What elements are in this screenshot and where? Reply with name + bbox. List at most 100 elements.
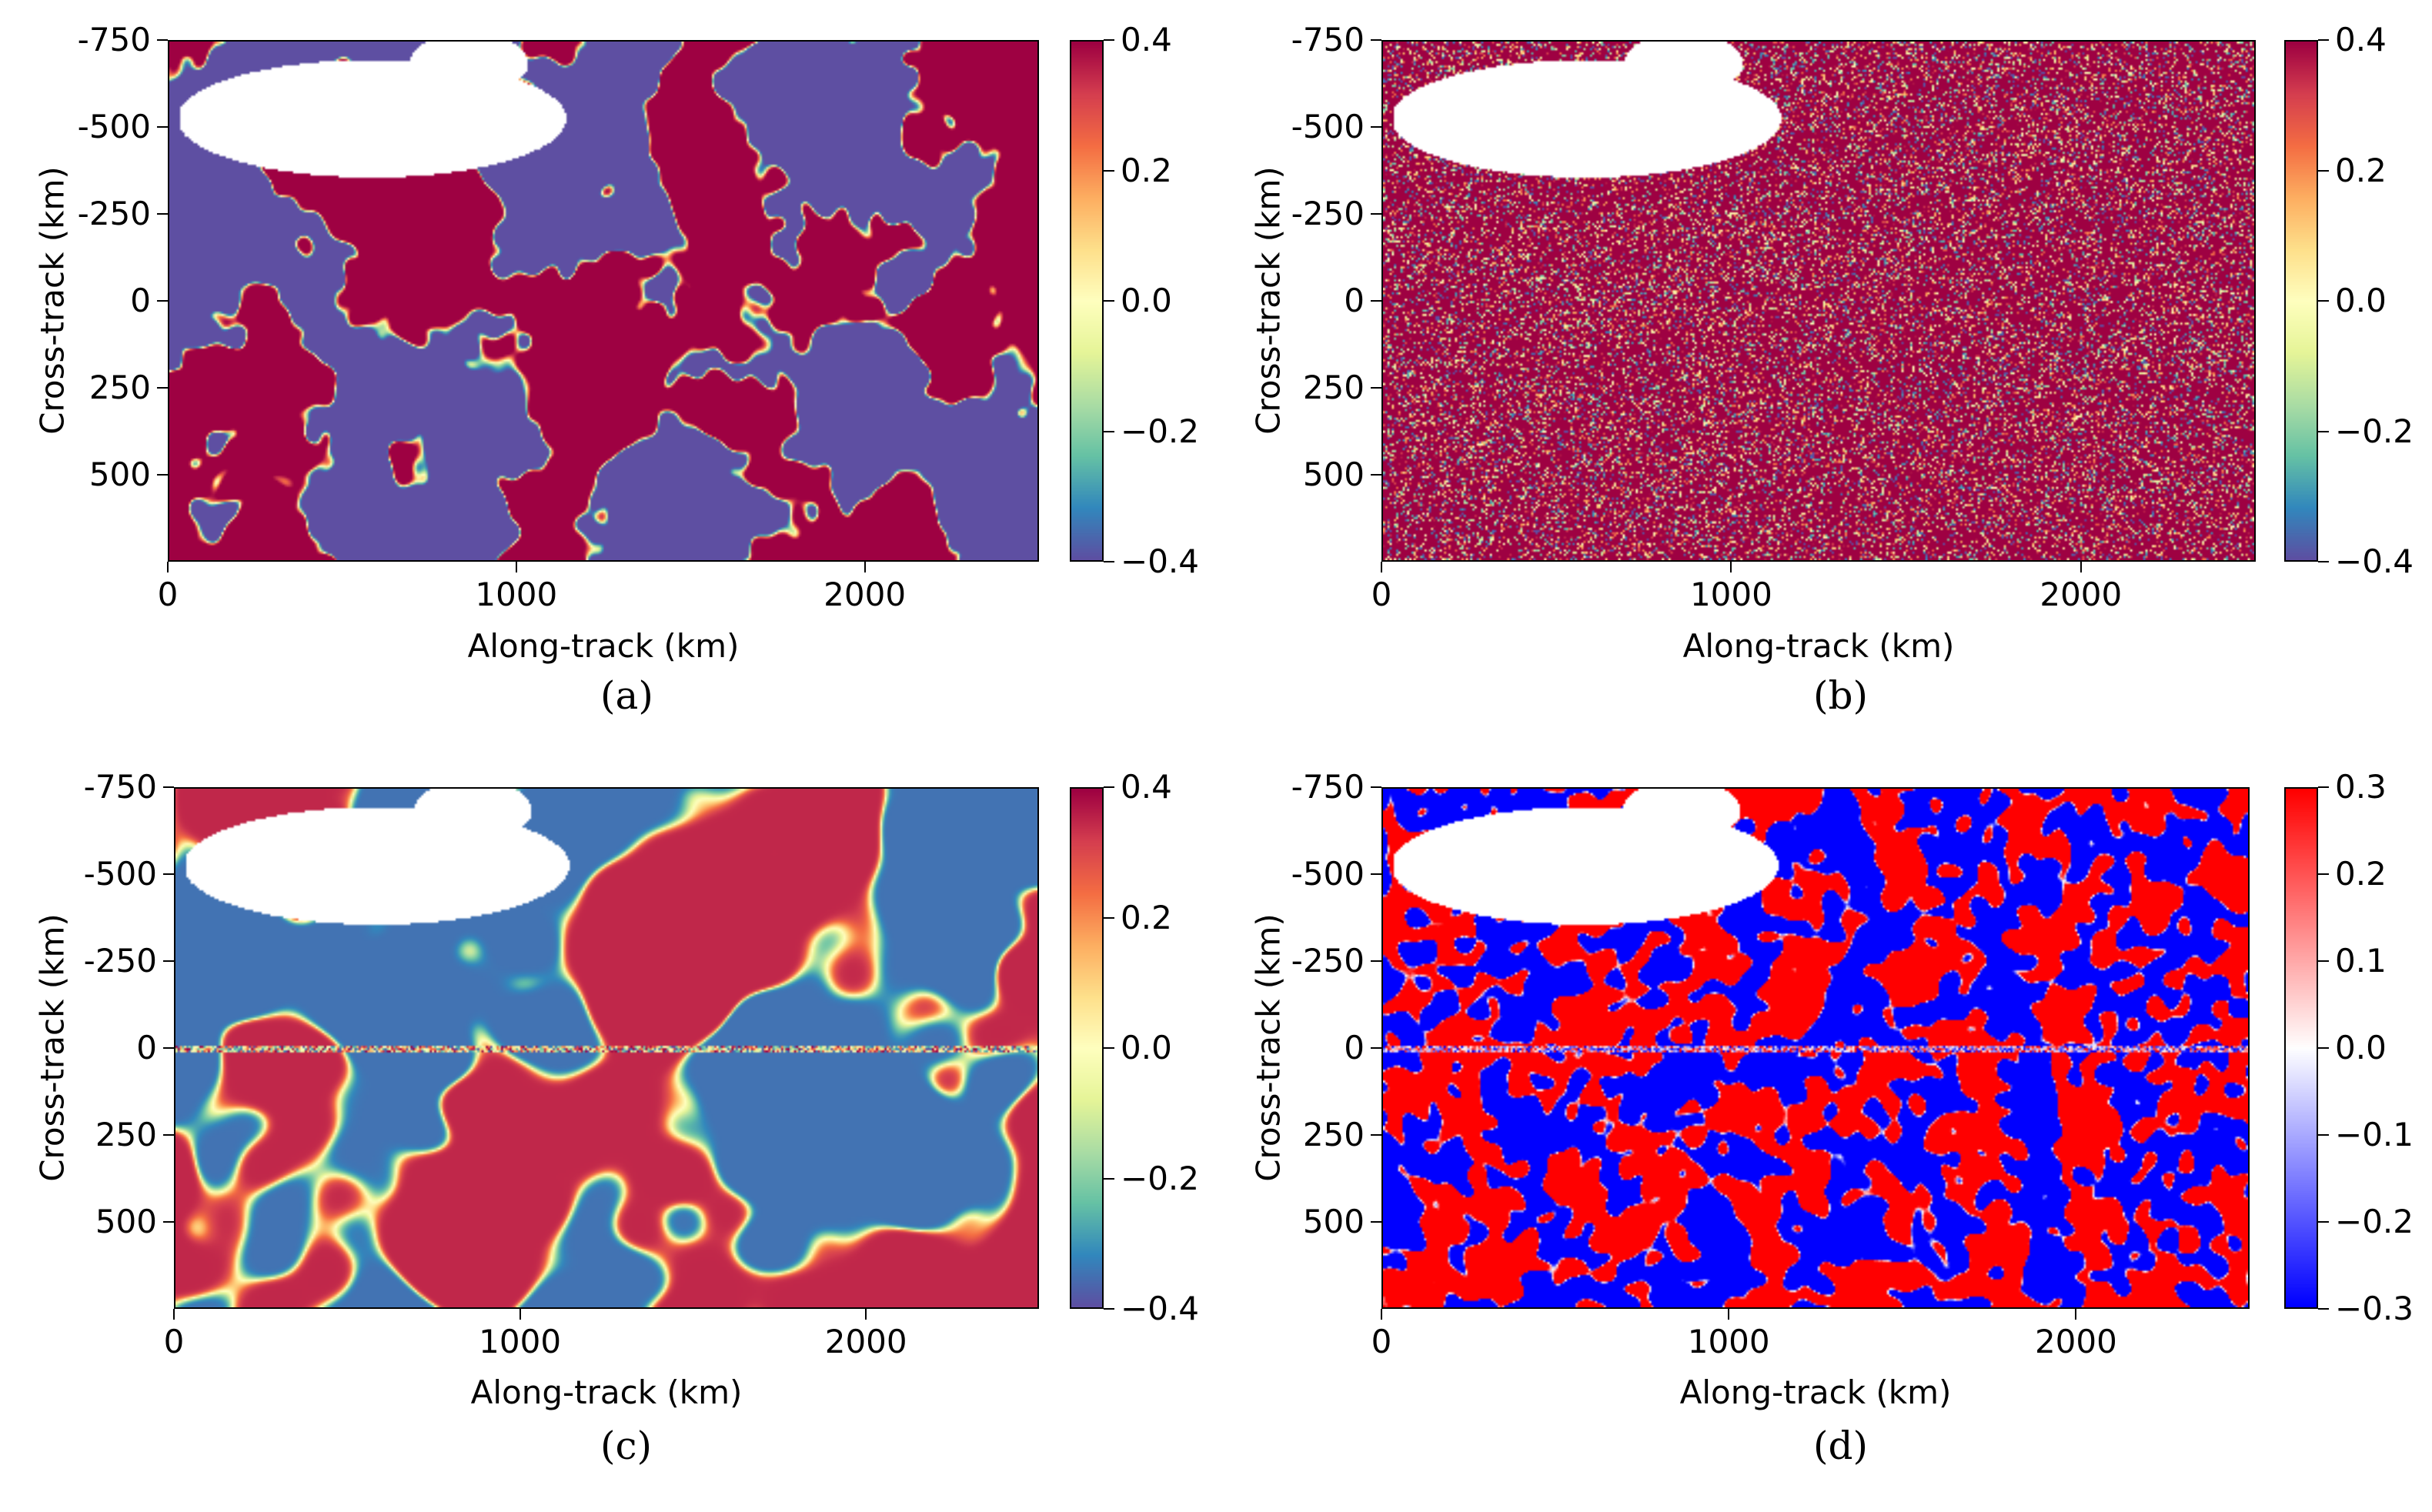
panel-a-ytick-label: 500	[89, 456, 151, 493]
panel-d-xlabel: Along-track (km)	[1679, 1373, 1952, 1411]
panel-b-xtick-label: 2000	[2039, 576, 2123, 613]
panel-b-colorbar-tick-label: −0.4	[2335, 542, 2414, 580]
panel-c-xlabel: Along-track (km)	[470, 1373, 743, 1411]
panel-a-colorbar-tick-mark	[1104, 169, 1114, 172]
panel-b-colorbar-tick-label: 0.0	[2335, 282, 2387, 319]
panel-c-colorbar-gradient	[1071, 789, 1102, 1307]
panel-b-colorbar-tick-mark	[2318, 39, 2329, 41]
panel-b-colorbar-tick-mark	[2318, 169, 2329, 172]
panel-a-colorbar-gradient	[1071, 42, 1102, 560]
panel-a-ytick-label: 0	[130, 282, 151, 319]
panel-a-colorbar-tick-label: 0.2	[1121, 151, 1172, 189]
panel-d-ytick-mark	[1371, 960, 1381, 962]
panel-a-ylabel: Cross-track (km)	[33, 166, 72, 435]
panel-b-ylabel: Cross-track (km)	[1249, 166, 1288, 435]
panel-b-colorbar-tick-label: −0.2	[2335, 412, 2414, 450]
panel-d-ytick-mark	[1371, 873, 1381, 875]
panel-a-colorbar-tick-label: −0.4	[1121, 542, 1199, 580]
panel-b-ytick-mark	[1371, 213, 1381, 215]
panel-a-ytick-mark	[157, 474, 168, 476]
panel-c-ytick-mark	[163, 1047, 174, 1049]
panel-c-colorbar	[1070, 787, 1104, 1309]
panel-b-colorbar	[2284, 40, 2318, 562]
panel-c-ytick-mark	[163, 786, 174, 788]
panel-d-xtick-mark	[1728, 1309, 1730, 1320]
panel-d-xtick-label: 0	[1371, 1323, 1392, 1360]
panel-b-xlabel: Along-track (km)	[1682, 627, 1955, 665]
panel-d-xtick-mark	[1381, 1309, 1382, 1320]
panel-b-ytick-mark	[1371, 126, 1381, 128]
panel-b-ytick-label: -750	[1291, 21, 1365, 58]
panel-a-xtick-mark	[864, 562, 866, 572]
panel-c-xtick-mark	[865, 1309, 867, 1320]
panel-a-xtick-mark	[515, 562, 517, 572]
panel-b-ytick-mark	[1371, 387, 1381, 389]
panel-d-label: (d)	[1813, 1424, 1869, 1468]
panel-d-colorbar-tick-label: −0.1	[2335, 1116, 2414, 1153]
panel-d-ytick-label: 0	[1344, 1029, 1365, 1066]
panel-d-colorbar-tick-mark	[2318, 1308, 2329, 1310]
panel-b-colorbar-tick-mark	[2318, 300, 2329, 302]
panel-b-xtick-mark	[1730, 562, 1732, 572]
panel-b-ytick-label: 0	[1344, 282, 1365, 319]
panel-d-ytick-label: 250	[1302, 1116, 1365, 1153]
panel-b-xtick-label: 1000	[1689, 576, 1772, 613]
panel-c-colorbar-tick-label: −0.2	[1121, 1159, 1199, 1197]
panel-c-label: (c)	[600, 1424, 653, 1468]
panel-a-ytick-mark	[157, 126, 168, 128]
panel-c-ytick-label: 0	[136, 1029, 157, 1066]
panel-a-colorbar-tick-label: −0.2	[1121, 412, 1199, 450]
panel-b-colorbar-tick-label: 0.4	[2335, 21, 2387, 58]
panel-d-colorbar	[2284, 787, 2318, 1309]
panel-a-xtick-mark	[167, 562, 169, 572]
panel-b-xtick-mark	[1381, 562, 1382, 572]
panel-b-colorbar-tick-mark	[2318, 430, 2329, 432]
panel-a-colorbar	[1070, 40, 1104, 562]
panel-d-colorbar-tick-mark	[2318, 1047, 2329, 1049]
panel-c-ylabel: Cross-track (km)	[33, 913, 72, 1182]
panel-d-colorbar-tick-label: −0.3	[2335, 1290, 2414, 1327]
panel-d-ytick-mark	[1371, 1047, 1381, 1049]
panel-c-colorbar-tick-mark	[1104, 1308, 1114, 1310]
panel-a-colorbar-tick-mark	[1104, 561, 1114, 562]
panel-b-ytick-label: -250	[1291, 195, 1365, 232]
panel-d-colorbar-gradient	[2286, 789, 2317, 1307]
panel-c-colorbar-tick-label: 0.4	[1121, 768, 1172, 806]
panel-d-xtick-label: 2000	[2034, 1323, 2117, 1360]
panel-c-ytick-mark	[163, 873, 174, 875]
panel-b-xtick-mark	[2080, 562, 2082, 572]
panel-d-colorbar-tick-mark	[2318, 1134, 2329, 1136]
panel-c-ytick-label: -500	[83, 855, 157, 893]
panel-c-colorbar-tick-label: 0.2	[1121, 898, 1172, 936]
panel-a-xtick-label: 1000	[475, 576, 558, 613]
panel-d-colorbar-tick-mark	[2318, 960, 2329, 962]
panel-b-plot-area	[1381, 40, 2256, 562]
panel-b-ytick-mark	[1371, 300, 1381, 302]
panel-c-ytick-label: 500	[95, 1203, 157, 1240]
panel-d-colorbar-tick-label: 0.1	[2335, 942, 2387, 980]
panel-a-plot-area	[168, 40, 1039, 562]
panel-c-colorbar-tick-mark	[1104, 916, 1114, 919]
panel-a-ytick-mark	[157, 213, 168, 215]
panel-d-colorbar-tick-label: 0.2	[2335, 855, 2387, 893]
panel-c-ytick-mark	[163, 960, 174, 962]
panel-c-colorbar-tick-label: −0.4	[1121, 1290, 1199, 1327]
panel-d-colorbar-tick-mark	[2318, 786, 2329, 788]
panel-b-ytick-label: 250	[1302, 369, 1365, 406]
panel-a-ytick-label: -500	[77, 108, 151, 145]
panel-c-colorbar-tick-mark	[1104, 1047, 1114, 1049]
panel-c-colorbar-tick-mark	[1104, 786, 1114, 788]
panel-c-colorbar-tick-label: 0.0	[1121, 1029, 1172, 1066]
panel-c-xtick-label: 2000	[824, 1323, 907, 1360]
panel-d-ylabel: Cross-track (km)	[1249, 913, 1288, 1182]
panel-d-colorbar-tick-label: −0.2	[2335, 1203, 2414, 1240]
panel-c-ytick-mark	[163, 1221, 174, 1223]
panel-a-colorbar-tick-label: 0.0	[1121, 282, 1172, 319]
panel-a-colorbar-tick-mark	[1104, 39, 1114, 41]
panel-d-colorbar-tick-label: 0.3	[2335, 768, 2387, 806]
panel-d-ytick-label: -500	[1291, 855, 1365, 893]
panel-b-colorbar-gradient	[2286, 42, 2317, 560]
panel-a-xtick-label: 0	[157, 576, 179, 613]
panel-d-plot-area	[1381, 787, 2250, 1309]
panel-a-colorbar-tick-mark	[1104, 300, 1114, 302]
